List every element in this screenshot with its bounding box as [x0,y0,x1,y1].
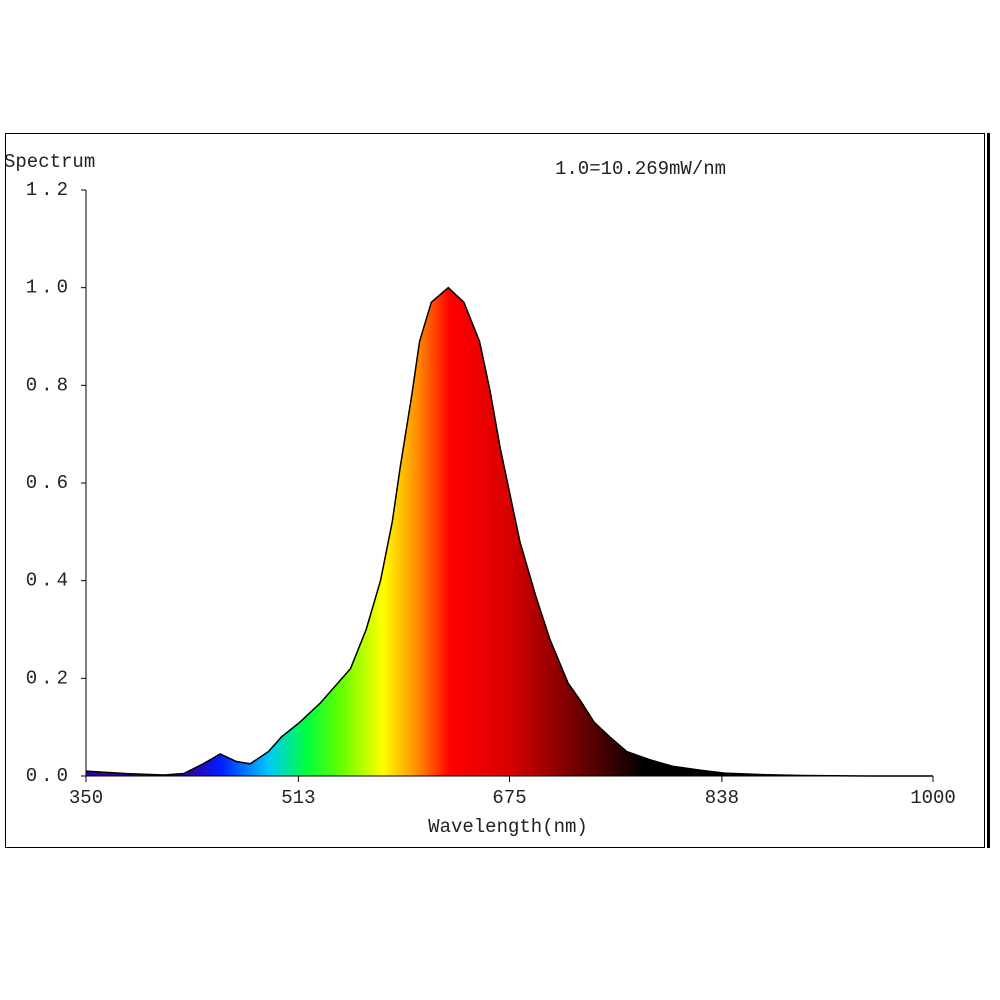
x-tick-label: 1000 [910,787,956,809]
x-tick-label: 838 [705,787,739,809]
y-tick-label: 0.2 [26,667,72,689]
y-tick-label: 1.0 [26,277,72,299]
x-tick-label: 513 [281,787,315,809]
y-tick-label: 0.4 [26,570,72,592]
y-tick-label: 0.0 [26,765,72,787]
annotation: 1.0=10.269mW/nm [555,158,726,180]
x-tick-label: 350 [69,787,103,809]
y-tick-label: 0.8 [26,374,72,396]
y-axis-label: Spectrum [4,151,95,173]
x-tick-label: 675 [492,787,526,809]
spectrum-line [85,286,933,777]
frame [5,133,985,848]
x-axis-label: Wavelength(nm) [428,816,588,838]
frame-edge [987,133,990,848]
area-fill [86,287,933,776]
y-tick-label: 0.6 [26,472,72,494]
y-tick-label: 1.2 [26,179,72,201]
